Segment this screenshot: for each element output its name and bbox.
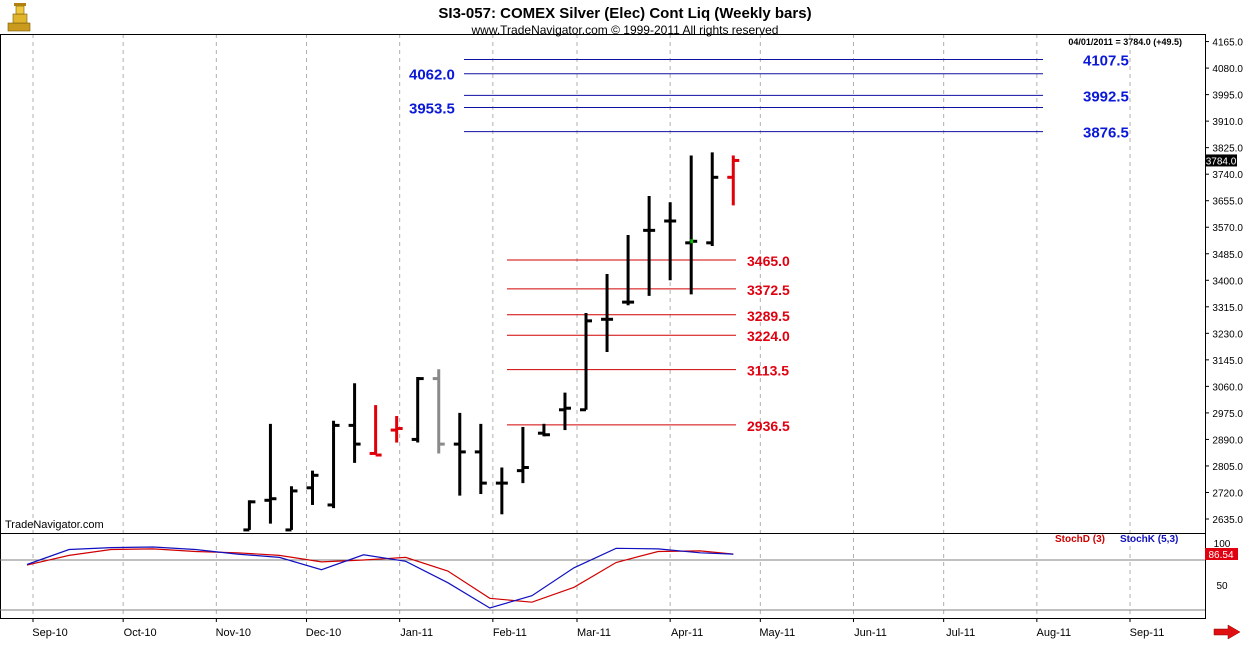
ohlc-bar	[685, 155, 698, 295]
chart-frame	[0, 34, 1206, 619]
ohlc-bar	[453, 412, 466, 496]
last-quote-readout: 04/01/2011 = 3784.0 (+49.5)	[1068, 37, 1182, 47]
y-tick-label: 2720.0	[1212, 488, 1243, 499]
ohlc-bar	[558, 392, 571, 431]
x-tick-label: Oct-10	[124, 627, 157, 639]
y-tick-label: 3485.0	[1212, 250, 1243, 261]
stochk-legend: StochK (5,3)	[1120, 534, 1178, 545]
ohlc-bar	[411, 377, 424, 443]
ohlc-bar	[643, 196, 656, 296]
signal-marker	[690, 239, 694, 244]
x-tick-label: Sep-10	[32, 627, 67, 639]
x-tick-label: Jan-11	[400, 627, 433, 639]
last-price-label: 3784.0	[1206, 156, 1237, 167]
y-tick-label: 3315.0	[1212, 303, 1243, 314]
x-tick-label: Mar-11	[577, 627, 611, 639]
stochk-line	[26, 546, 734, 609]
ohlc-bar	[706, 152, 719, 246]
stoch-tick-label: 50	[1216, 581, 1228, 592]
ohlc-bar	[537, 423, 550, 437]
ohlc-bar	[327, 420, 340, 509]
axes: Sep-10 Oct-10 Nov-10 Dec-10 Jan-11 Feb-11 Mar-…	[32, 38, 1243, 639]
ohlc-bar	[622, 235, 635, 306]
support-label: 2936.5	[747, 418, 790, 434]
ohlc-bar	[243, 500, 256, 532]
x-tick-label: Feb-11	[493, 627, 527, 639]
ohlc-bar	[474, 423, 487, 495]
grid	[32, 34, 1131, 618]
last-price-box	[1206, 154, 1237, 167]
chart-title: SI3-057: COMEX Silver (Elec) Cont Liq (W…	[438, 5, 811, 22]
ohlc-bar	[432, 369, 445, 454]
y-tick-label: 3655.0	[1212, 197, 1243, 208]
y-tick-label: 3230.0	[1212, 329, 1243, 340]
ohlc-bar	[516, 426, 529, 484]
ohlc-bar	[664, 202, 677, 281]
stoch-tick-label: 100	[1214, 539, 1231, 550]
y-tick-label: 3825.0	[1212, 144, 1243, 155]
gold-logo-icon	[7, 3, 31, 32]
ohlc-bar	[285, 486, 298, 532]
y-tick-label: 3995.0	[1212, 91, 1243, 102]
copyright-text: www.TradeNavigator.com © 1999-2011 All r…	[471, 23, 779, 37]
y-tick-label: 3570.0	[1212, 223, 1243, 234]
price-panel-border	[0, 34, 1206, 534]
y-tick-label: 4165.0	[1212, 38, 1243, 49]
ohlc-bar	[264, 423, 277, 524]
support-label: 3224.0	[747, 328, 790, 344]
x-tick-label: Dec-10	[306, 627, 341, 639]
ohlc-bar	[369, 405, 382, 457]
x-tick-label: May-11	[759, 627, 795, 639]
y-tick-label: 2635.0	[1212, 515, 1243, 526]
stoch-last-box	[1205, 548, 1238, 560]
ohlc-bar	[348, 383, 361, 463]
ohlc-bar	[727, 155, 740, 206]
watermark: TradeNavigator.com	[5, 519, 104, 531]
resistance-label: 3876.5	[1083, 125, 1129, 142]
support-label: 3289.5	[747, 308, 790, 324]
y-tick-label: 3910.0	[1212, 117, 1243, 128]
ohlc-bar	[495, 467, 508, 515]
support-label: 3372.5	[747, 282, 790, 298]
y-tick-label: 3060.0	[1212, 382, 1243, 393]
scroll-right-arrow-icon[interactable]	[1213, 624, 1241, 640]
resistance-label: 3992.5	[1083, 88, 1129, 105]
ohlc-bar	[580, 313, 593, 412]
x-tick-label: Jun-11	[854, 627, 887, 639]
resistance-label: 3953.5	[409, 101, 455, 118]
price-levels: 4107.5 4062.0 3992.5 3953.5 3876.5 3465.0 3372…	[409, 53, 1129, 434]
y-tick-label: 2890.0	[1212, 435, 1243, 446]
stochd-line	[26, 548, 734, 603]
stoch-panel-border	[0, 533, 1206, 619]
ohlc-bar	[601, 274, 614, 353]
y-tick-label: 2805.0	[1212, 462, 1243, 473]
x-tick-label: Nov-10	[216, 627, 251, 639]
y-tick-label: 3740.0	[1212, 170, 1243, 181]
x-tick-label: Aug-11	[1037, 627, 1072, 639]
stochd-legend: StochD (3)	[1055, 534, 1105, 545]
resistance-label: 4107.5	[1083, 53, 1129, 70]
support-label: 3113.5	[747, 363, 789, 379]
stoch-last-label: 86.54	[1208, 550, 1233, 561]
resistance-label: 4062.0	[409, 67, 455, 84]
y-tick-label: 3145.0	[1212, 356, 1243, 367]
y-tick-label: 4080.0	[1212, 64, 1243, 75]
stochastic-panel: 100 50 86.54 StochD (3) StochK (5,3)	[0, 534, 1238, 611]
ohlc-bars	[243, 152, 740, 532]
x-tick-label: Sep-11	[1130, 627, 1165, 639]
x-tick-label: Apr-11	[671, 627, 703, 639]
y-tick-label: 3400.0	[1212, 276, 1243, 287]
y-tick-label: 2975.0	[1212, 409, 1243, 420]
ohlc-bar	[390, 416, 403, 443]
ohlc-bar	[306, 470, 319, 505]
x-tick-label: Jul-11	[946, 627, 975, 639]
support-label: 3465.0	[747, 253, 790, 269]
